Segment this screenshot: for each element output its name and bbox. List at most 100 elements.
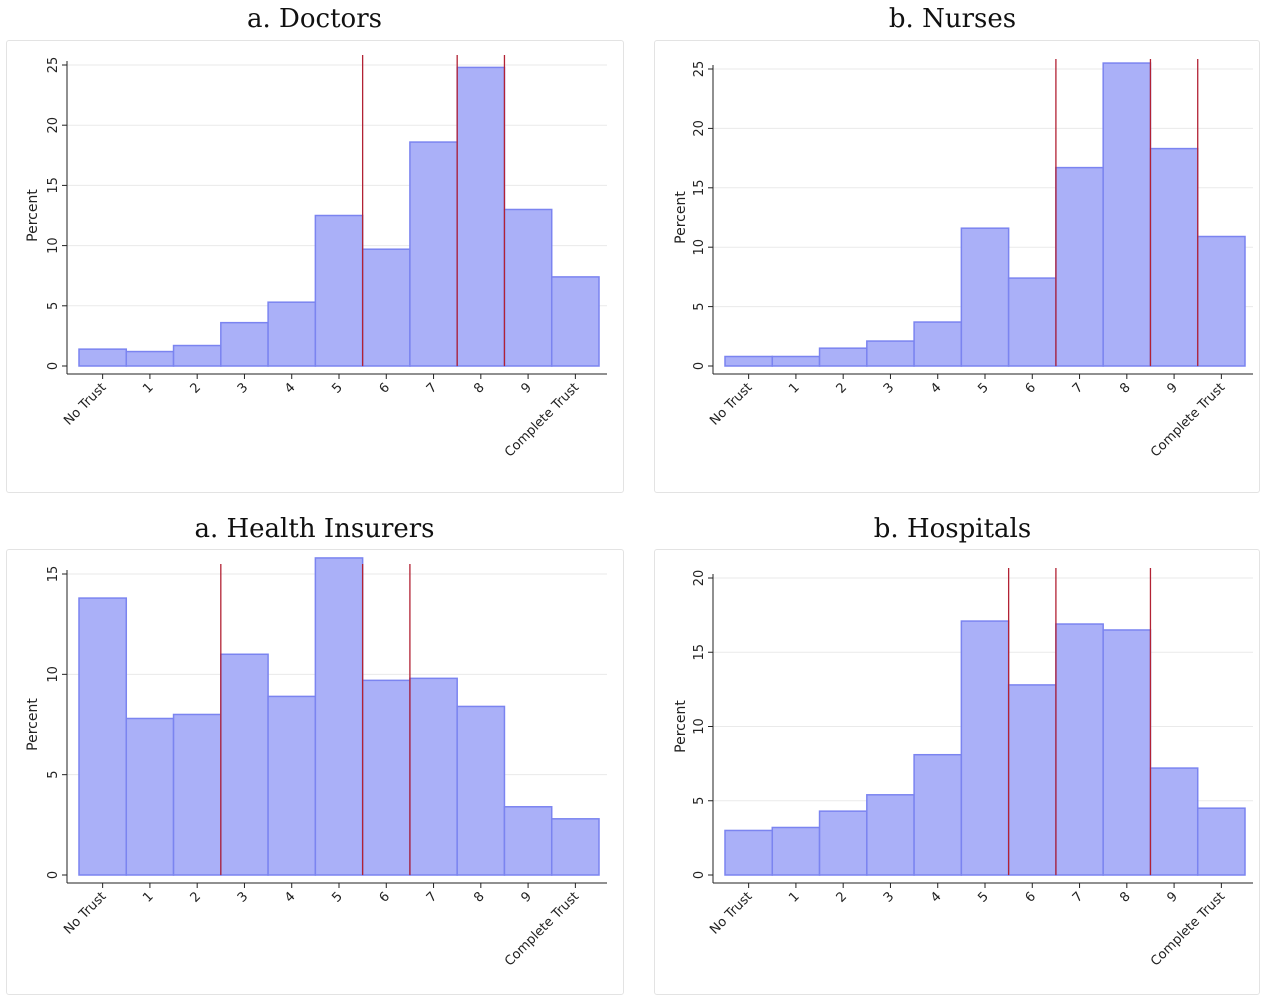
x-tick-label: 7 xyxy=(424,380,440,396)
chart-panel-nurses: 0 5 10 15 20 25 Percent No Trust 1 2 3 4 5 6 7 8 9 Comple… xyxy=(654,40,1260,493)
bar-health-insurers-6 xyxy=(361,679,411,876)
x-tick-label: No Trust xyxy=(61,889,109,937)
bar-health-insurers-0 xyxy=(78,597,128,876)
bar-health-insurers-1 xyxy=(125,717,175,876)
x-tick-label: 6 xyxy=(1023,380,1039,396)
bar-doctors-0 xyxy=(78,348,128,367)
x-tick-label: Complete Trust xyxy=(502,889,582,969)
x-tick-label: Complete Trust xyxy=(1148,380,1228,460)
y-tick-label: 20 xyxy=(692,120,707,137)
x-tick-label: 4 xyxy=(282,380,298,396)
bar-health-insurers-10 xyxy=(550,818,600,876)
histogram-hospitals: 0 5 10 15 20 Percent No Trust 1 2 3 4 5 6 7 8 9Complete… xyxy=(673,568,1253,969)
x-tick-label: 4 xyxy=(928,889,944,905)
histogram-nurses: 0 5 10 15 20 25 Percent No Trust 1 2 3 4 5 6 7 8 9Comple… xyxy=(673,59,1253,460)
bar-nurses-10 xyxy=(1196,235,1246,367)
y-tick-label: 0 xyxy=(692,362,707,370)
bar-hospitals-3 xyxy=(866,794,915,876)
bar-health-insurers-4 xyxy=(267,695,317,876)
x-tick-label: 8 xyxy=(471,889,487,905)
bar-doctors-7 xyxy=(409,141,458,367)
chart-title-doctors: a. Doctors xyxy=(247,4,382,34)
x-tick-label: 2 xyxy=(834,889,850,905)
chart-panel-health-insurers: 0 5 10 15 Percent No Trust 1 2 3 4 5 6 7 8 9 Complete T… xyxy=(6,549,624,995)
bar-hospitals-0 xyxy=(724,829,774,876)
bar-hospitals-8 xyxy=(1102,629,1152,876)
y-tick-label: 10 xyxy=(46,237,61,254)
x-tick-label: 8 xyxy=(1117,380,1133,396)
chart-title-health-insurers: a. Health Insurers xyxy=(194,514,435,544)
y-tick-label: 15 xyxy=(692,180,707,197)
bar-doctors-9 xyxy=(503,208,553,367)
bar-doctors-2 xyxy=(172,344,222,367)
y-axis-label: Percent xyxy=(673,700,689,753)
bar-nurses-3 xyxy=(866,340,915,367)
y-tick-label: 0 xyxy=(692,871,707,879)
bar-nurses-5 xyxy=(960,227,1010,367)
y-axis-label: Percent xyxy=(673,191,689,244)
x-tick-label: 1 xyxy=(786,889,802,905)
x-tick-label: Complete Trust xyxy=(502,380,582,460)
y-tick-label: 0 xyxy=(46,871,61,879)
x-tick-label: 3 xyxy=(235,380,251,396)
bar-doctors-1 xyxy=(125,350,175,367)
x-tick-label: 5 xyxy=(329,889,345,905)
y-tick-label: 20 xyxy=(692,570,707,587)
x-tick-label: 5 xyxy=(975,380,991,396)
x-tick-label: 4 xyxy=(282,889,298,905)
y-tick-label: 15 xyxy=(46,566,61,583)
y-tick-label: 25 xyxy=(46,57,61,74)
bar-nurses-6 xyxy=(1007,277,1057,367)
x-tick-label: 1 xyxy=(140,889,156,905)
bar-health-insurers-5 xyxy=(314,557,364,876)
x-tick-label: 9 xyxy=(1164,380,1180,396)
bar-hospitals-4 xyxy=(913,753,963,876)
x-tick-label: 6 xyxy=(377,380,393,396)
bar-hospitals-10 xyxy=(1196,807,1246,876)
bar-doctors-3 xyxy=(220,321,269,367)
bar-nurses-1 xyxy=(771,355,821,367)
y-tick-label: 0 xyxy=(46,362,61,370)
y-tick-label: 10 xyxy=(692,239,707,256)
bar-health-insurers-9 xyxy=(503,806,553,876)
bar-hospitals-1 xyxy=(771,826,821,876)
bar-nurses-7 xyxy=(1055,166,1104,367)
x-tick-label: 8 xyxy=(471,380,487,396)
bar-health-insurers-2 xyxy=(172,713,222,876)
x-tick-label: 4 xyxy=(928,380,944,396)
bar-health-insurers-8 xyxy=(456,705,506,876)
x-tick-label: No Trust xyxy=(61,380,109,428)
y-axis-label: Percent xyxy=(25,698,41,751)
bar-nurses-2 xyxy=(818,347,868,367)
x-tick-label: 6 xyxy=(377,889,393,905)
y-tick-label: 5 xyxy=(46,302,61,310)
x-tick-label: 9 xyxy=(518,889,534,905)
x-tick-label: No Trust xyxy=(707,889,755,937)
bar-health-insurers-3 xyxy=(220,653,269,876)
y-tick-label: 5 xyxy=(692,302,707,310)
x-tick-label: 5 xyxy=(975,889,991,905)
x-tick-label: 7 xyxy=(1070,889,1086,905)
bar-doctors-10 xyxy=(550,276,600,367)
x-tick-label: 3 xyxy=(235,889,251,905)
x-tick-label: 9 xyxy=(1164,889,1180,905)
bar-doctors-6 xyxy=(361,248,411,367)
x-tick-label: 7 xyxy=(1070,380,1086,396)
bar-hospitals-6 xyxy=(1007,684,1057,876)
chart-title-nurses: b. Nurses xyxy=(888,4,1017,34)
bar-nurses-8 xyxy=(1102,62,1152,367)
chart-panel-hospitals: 0 5 10 15 20 Percent No Trust 1 2 3 4 5 6 7 8 9 Complete… xyxy=(654,549,1260,995)
y-tick-label: 15 xyxy=(692,644,707,661)
histogram-doctors: 0 5 10 15 20 25 Percent No Trust 1 2 3 4 5 6 7 8 9Comple… xyxy=(25,55,607,460)
bar-doctors-5 xyxy=(314,214,364,367)
chart-title-hospitals: b. Hospitals xyxy=(873,514,1032,544)
x-tick-label: 7 xyxy=(424,889,440,905)
y-axis-label: Percent xyxy=(25,189,41,242)
x-tick-label: 3 xyxy=(881,889,897,905)
bar-nurses-4 xyxy=(913,321,963,367)
y-tick-label: 5 xyxy=(46,771,61,779)
y-tick-label: 5 xyxy=(692,797,707,805)
x-tick-label: Complete Trust xyxy=(1148,889,1228,969)
x-tick-label: 6 xyxy=(1023,889,1039,905)
bar-hospitals-9 xyxy=(1149,767,1199,876)
